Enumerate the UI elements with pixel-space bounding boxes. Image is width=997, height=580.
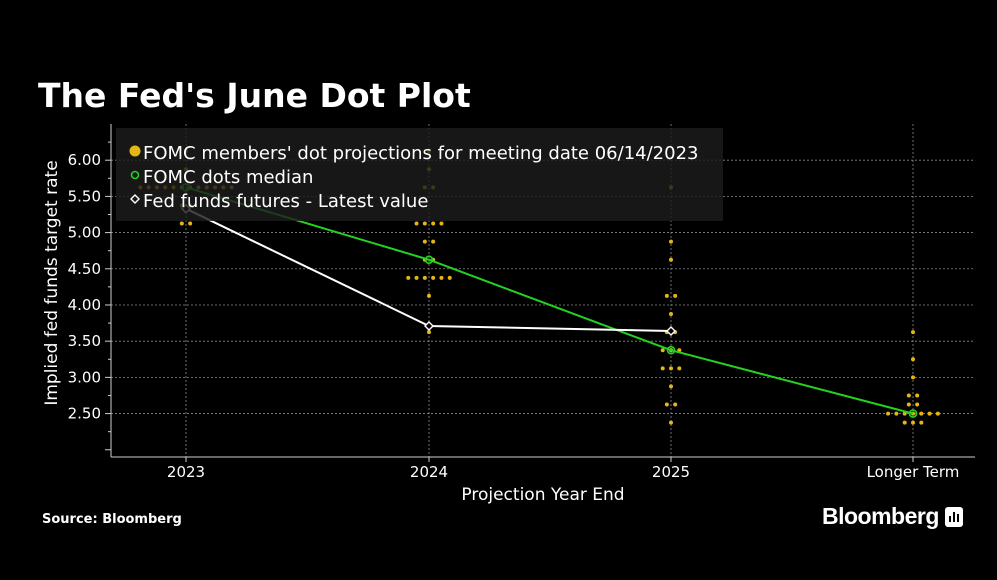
fomc-dot	[669, 384, 673, 389]
fomc-dot	[660, 366, 665, 371]
fomc-dot	[414, 221, 419, 226]
fomc-dot	[906, 402, 911, 407]
source-note: Source: Bloomberg	[42, 512, 182, 527]
legend-marker-dot	[129, 145, 141, 157]
y-tick-label: 3.50	[68, 332, 101, 350]
fomc-dot	[906, 393, 911, 398]
fomc-dot	[911, 420, 915, 425]
futures-point	[424, 320, 434, 331]
legend-label: Fed funds futures - Latest value	[143, 191, 428, 212]
median-point	[666, 345, 676, 355]
x-tick-label: 2025	[652, 463, 690, 481]
legend-marker-circle	[130, 170, 140, 180]
legend-background	[116, 128, 723, 221]
y-tick-label: 6.00	[68, 151, 101, 169]
fomc-dot	[915, 393, 920, 398]
median-point	[908, 409, 918, 418]
fomc-dot	[886, 411, 891, 416]
fomc-dot	[669, 312, 673, 317]
fomc-dot	[427, 330, 431, 335]
fomc-dot	[664, 293, 669, 298]
fomc-dot	[669, 257, 673, 262]
fomc-dot	[447, 275, 452, 280]
legend-label: FOMC dots median	[143, 167, 313, 188]
fomc-dot	[406, 275, 411, 280]
y-tick-label: 5.50	[68, 187, 101, 205]
fomc-dot	[439, 275, 444, 280]
x-tick-label: 2024	[410, 463, 448, 481]
x-axis-label: Projection Year End	[461, 485, 624, 505]
fomc-dot	[915, 402, 920, 407]
y-tick-label: 4.00	[68, 296, 101, 314]
fomc-dot	[422, 221, 427, 226]
fomc-dot	[431, 221, 436, 226]
fomc-dot	[664, 402, 669, 407]
y-tick-label: 4.50	[68, 260, 101, 278]
fomc-dot	[894, 411, 899, 416]
fomc-dot	[927, 411, 932, 416]
fomc-dot	[669, 366, 673, 371]
fomc-dot	[669, 420, 673, 425]
fomc-dot	[911, 330, 915, 335]
fomc-dot	[179, 221, 184, 226]
fomc-dot	[427, 293, 431, 298]
y-tick-label: 3.00	[68, 368, 101, 386]
fomc-dot	[935, 411, 940, 416]
futures-point	[666, 326, 676, 337]
fomc-dot	[188, 221, 193, 226]
fomc-dot	[660, 348, 665, 353]
y-tick-label: 2.50	[68, 405, 101, 423]
chart-bars-icon	[944, 506, 963, 527]
x-tick-label: Longer Term	[867, 463, 960, 481]
fomc-dot	[673, 293, 678, 298]
fomc-dot	[677, 366, 682, 371]
legend-marker-diamond	[130, 194, 140, 204]
fomc-dot	[911, 357, 915, 362]
median-line	[185, 186, 914, 415]
page-title: The Fed's June Dot Plot	[38, 76, 471, 115]
fomc-dot	[902, 420, 907, 425]
fomc-dot	[431, 275, 436, 280]
fomc-dot	[673, 402, 678, 407]
chart-legend: FOMC members' dot projections for meetin…	[116, 128, 723, 221]
fomc-dot	[439, 221, 444, 226]
fomc-dot	[422, 239, 427, 244]
fomc-dot	[919, 420, 924, 425]
fomc-dot	[414, 275, 419, 280]
fomc-dot	[431, 239, 436, 244]
bloomberg-logo: Bloomberg	[822, 503, 963, 530]
legend-label: FOMC members' dot projections for meetin…	[143, 143, 698, 164]
y-tick-label: 5.00	[68, 224, 101, 242]
y-axis-label: Implied fed funds target rate	[42, 160, 62, 405]
brand-name: Bloomberg	[822, 503, 939, 529]
futures-line	[185, 207, 672, 333]
fomc-dot	[919, 411, 924, 416]
fomc-dot	[422, 275, 427, 280]
median-point	[424, 255, 434, 265]
x-tick-label: 2023	[167, 463, 205, 481]
fomc-dot	[911, 375, 915, 380]
fomc-dot	[669, 239, 673, 244]
